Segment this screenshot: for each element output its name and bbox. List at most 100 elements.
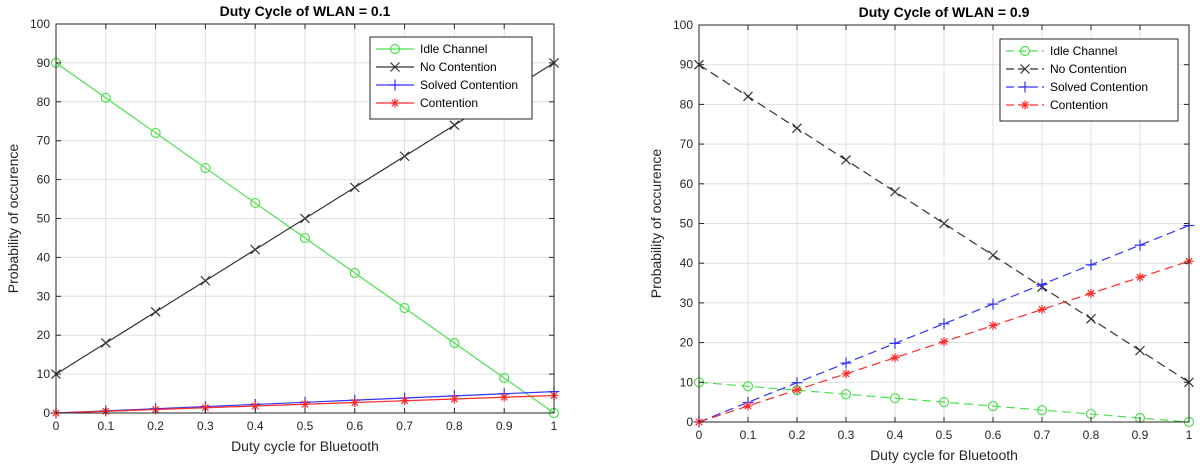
chart0-xlabel: Duty cycle for Bluetooth [231, 438, 379, 454]
chart1-point-3-6 [988, 321, 998, 331]
chart0-ytick-label: 0 [43, 406, 50, 420]
chart1-ytick-label: 90 [680, 58, 694, 72]
chart1-ytick-label: 10 [680, 375, 694, 389]
chart1-xtick-label: 0.9 [1132, 428, 1149, 442]
chart1-point-2-9 [1134, 239, 1146, 251]
chart0-ytick-label: 40 [37, 250, 51, 264]
chart1-point-2-6 [987, 298, 999, 310]
chart1-xtick-label: 0.2 [789, 428, 806, 442]
chart0-xtick-label: 0.3 [197, 419, 214, 433]
chart1-point-1-2 [792, 123, 802, 134]
chart0-legend-label-2: Solved Contention [420, 78, 518, 92]
chart1-point-2-7 [1036, 278, 1048, 290]
chart0-ytick-label: 90 [37, 56, 51, 70]
chart1-point-0-6 [987, 401, 999, 412]
chart0-xtick-label: 0.7 [396, 419, 413, 433]
chart0-point-0-4 [250, 197, 261, 209]
chart0-xtick-label: 0.5 [297, 419, 314, 433]
chart1-point-1-5 [939, 218, 949, 229]
chart-right: 0 0.1 0.2 0.3 0.4 0.5 0.6 0.7 0.8 0.9 1 0 10 20 30 40 50… [600, 0, 1200, 474]
chart0-ytick-label: 80 [37, 95, 51, 109]
chart1-ytick-label: 80 [680, 97, 694, 111]
chart1-point-0-4 [889, 393, 901, 404]
chart1-point-3-1 [743, 401, 753, 411]
chart1-xtick-label: 0.4 [887, 428, 904, 442]
chart1-point-1-8 [1086, 313, 1096, 324]
chart0-series-0 [50, 57, 560, 419]
chart1-point-1-6 [988, 250, 998, 261]
chart1-legend-marker-2 [1019, 81, 1031, 93]
chart0-point-3-9 [499, 392, 509, 402]
chart0-ytick-label: 100 [30, 17, 50, 31]
chart0-xtick-label: 0.2 [147, 419, 164, 433]
chart1-ytick-label: 0 [686, 415, 693, 429]
chart0-ytick-label: 20 [37, 328, 51, 342]
chart0-point-0-8 [449, 337, 460, 349]
chart1-ytick-label: 50 [680, 217, 694, 231]
chart0-point-1-5 [300, 213, 310, 224]
chart0-xtick-label: 0.1 [97, 419, 114, 433]
chart1-ytick-label: 60 [680, 177, 694, 191]
chart1-point-0-3 [840, 389, 852, 400]
chart0-legend-marker-0 [389, 43, 401, 55]
chart1-point-0-1 [742, 381, 754, 392]
chart0-series-line-0 [55, 62, 555, 414]
chart1-point-3-3 [841, 369, 851, 379]
chart1-xtick-label: 0.5 [936, 428, 953, 442]
chart0-ticks: 0 0.1 0.2 0.3 0.4 0.5 0.6 0.7 0.8 0.9 101020304050… [30, 17, 558, 433]
chart1-legend-marker-3 [1020, 100, 1030, 110]
chart1-legend-label-0: Idle Channel [1050, 44, 1117, 58]
chart1-point-3-5 [939, 337, 949, 347]
chart0-point-3-5 [300, 399, 310, 409]
chart0-ytick-label: 10 [37, 367, 51, 381]
chart0-point-1-4 [250, 244, 261, 255]
chart1-point-3-9 [1135, 272, 1145, 282]
chart1-series-line-2 [698, 224, 1190, 423]
chart0-xtick-label: 0.4 [247, 419, 264, 433]
chart1-xtick-label: 0.3 [838, 428, 855, 442]
chart1-legend-label-1: No Contention [1050, 62, 1127, 76]
chart1-point-2-4 [889, 337, 901, 349]
chart1-xtick-label: 0 [696, 428, 703, 442]
chart0-point-3-6 [350, 397, 360, 407]
chart0-point-3-7 [400, 396, 410, 406]
chart1-xtick-label: 0.1 [740, 428, 757, 442]
chart0-xtick-label: 0.8 [446, 419, 463, 433]
chart0-legend-label-3: Contention [420, 96, 478, 110]
chart0-point-3-8 [449, 394, 459, 404]
chart0-point-0-5 [299, 232, 311, 244]
chart1-point-2-8 [1085, 259, 1097, 271]
chart0-legend: Idle Channel No Contention Solved Contenti… [369, 36, 533, 120]
chart0-point-0-3 [200, 162, 211, 174]
chart-right-svg: 0 0.1 0.2 0.3 0.4 0.5 0.6 0.7 0.8 0.9 101020304050… [648, 4, 1195, 463]
chart0-xtick-label: 0.6 [346, 419, 363, 433]
chart1-point-1-3 [841, 155, 851, 165]
chart1-point-0-5 [938, 397, 950, 408]
chart1-xtick-label: 1 [1186, 428, 1193, 442]
chart0-ylabel: Probability of occurence [5, 144, 21, 294]
chart0-point-1-7 [399, 151, 410, 162]
chart1-ytick-label: 30 [680, 296, 694, 310]
chart0-point-0-6 [349, 267, 360, 279]
chart0-point-1-2 [150, 306, 161, 317]
chart0-legend-label-0: Idle Channel [420, 42, 487, 56]
chart1-series-3 [694, 256, 1194, 427]
chart0-title: Duty Cycle of WLAN = 0.1 [220, 3, 391, 19]
chart1-series-1 [694, 59, 1194, 388]
chart0-xtick-label: 1 [551, 419, 558, 433]
chart1-legend: Idle Channel No Contention Solved Contenti… [999, 38, 1179, 122]
chart1-point-2-3 [840, 357, 852, 369]
chart1-point-0-7 [1036, 404, 1048, 416]
chart0-xtick-label: 0 [53, 419, 60, 433]
chart1-ytick-label: 70 [680, 137, 694, 151]
chart1-legend-marker-0 [1019, 45, 1031, 57]
chart0-legend-marker-2 [389, 79, 401, 91]
chart0-point-1-8 [449, 120, 460, 131]
chart0-legend-marker-3 [390, 98, 400, 108]
chart1-point-1-4 [890, 186, 900, 197]
chart-left: 0 0.1 0.2 0.3 0.4 0.5 0.6 0.7 0.8 0.9 1 0 10 20 30 40 50… [5, 3, 560, 454]
chart1-ticks: 0 0.1 0.2 0.3 0.4 0.5 0.6 0.7 0.8 0.9 101020304050… [673, 18, 1193, 442]
chart1-xtick-label: 0.6 [985, 428, 1002, 442]
chart1-legend-label-3: Contention [1050, 98, 1108, 112]
chart1-point-3-4 [890, 353, 900, 363]
